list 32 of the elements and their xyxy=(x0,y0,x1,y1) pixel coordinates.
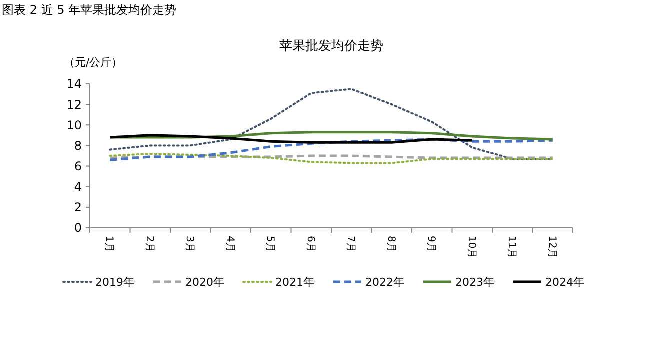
y-tick-label: 4 xyxy=(74,180,82,194)
chart-title: 苹果批发均价走势 xyxy=(280,39,384,54)
x-tick-label: 7月 xyxy=(345,236,356,252)
x-tick-label: 9月 xyxy=(426,236,437,252)
line-series xyxy=(108,138,554,162)
y-tick-label: 2 xyxy=(74,200,82,215)
x-tick-label: 11月 xyxy=(506,236,518,259)
y-tick-label: 0 xyxy=(74,221,82,236)
y-tick-label: 10 xyxy=(66,118,82,132)
x-tick-label: 8月 xyxy=(385,236,396,252)
x-tick-label: 1月 xyxy=(104,236,115,252)
line-series xyxy=(109,152,554,164)
x-tick-label: 4月 xyxy=(224,236,236,252)
x-tick-label: 2月 xyxy=(144,236,155,252)
legend-label: 2024年 xyxy=(546,276,584,289)
legend-label: 2022年 xyxy=(366,276,404,289)
legend-label: 2020年 xyxy=(186,276,224,289)
y-tick-label: 8 xyxy=(74,138,82,153)
y-tick-label: 12 xyxy=(66,98,82,112)
legend-label: 2023年 xyxy=(456,276,494,289)
x-tick-label: 6月 xyxy=(304,236,316,252)
x-tick-label: 5月 xyxy=(264,236,276,252)
legend-label: 2019年 xyxy=(96,276,134,289)
line-series xyxy=(108,134,474,144)
y-tick-label: 6 xyxy=(74,159,82,174)
y-axis-title: （元/公斤） xyxy=(64,56,123,69)
x-tick-label: 10月 xyxy=(466,236,477,259)
x-tick-label: 12月 xyxy=(546,236,558,259)
text: 图表 2 近 5 年苹果批发均价走势 xyxy=(2,3,177,17)
y-tick-label: 14 xyxy=(66,77,82,92)
x-tick-label: 3月 xyxy=(184,236,196,252)
legend-label: 2021年 xyxy=(276,276,314,289)
